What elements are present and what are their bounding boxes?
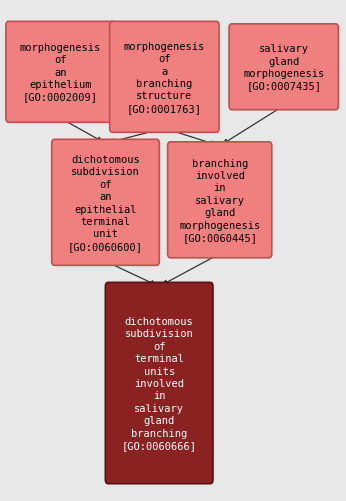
FancyBboxPatch shape — [229, 25, 338, 110]
FancyBboxPatch shape — [110, 22, 219, 133]
FancyBboxPatch shape — [105, 283, 213, 484]
Text: morphogenesis
of
a
branching
structure
[GO:0001763]: morphogenesis of a branching structure [… — [124, 42, 205, 114]
Text: branching
involved
in
salivary
gland
morphogenesis
[GO:0060445]: branching involved in salivary gland mor… — [179, 158, 260, 242]
FancyBboxPatch shape — [167, 142, 272, 259]
Text: morphogenesis
of
an
epithelium
[GO:0002009]: morphogenesis of an epithelium [GO:00020… — [20, 43, 101, 102]
Text: dichotomous
subdivision
of
an
epithelial
terminal
unit
[GO:0060600]: dichotomous subdivision of an epithelial… — [68, 155, 143, 251]
FancyBboxPatch shape — [6, 22, 115, 123]
FancyBboxPatch shape — [52, 140, 159, 266]
Text: salivary
gland
morphogenesis
[GO:0007435]: salivary gland morphogenesis [GO:0007435… — [243, 44, 324, 91]
Text: dichotomous
subdivision
of
terminal
units
involved
in
salivary
gland
branching
[: dichotomous subdivision of terminal unit… — [122, 317, 197, 450]
